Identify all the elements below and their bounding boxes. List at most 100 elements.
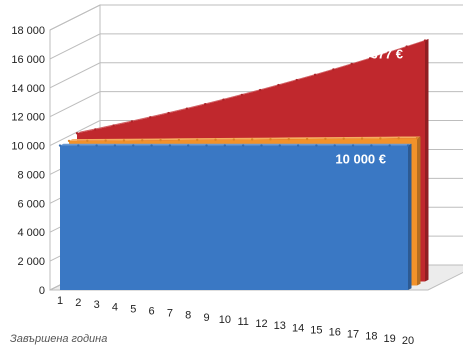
data-point <box>222 98 225 101</box>
data-point <box>122 139 126 142</box>
data-point <box>370 144 373 147</box>
series-side-face <box>425 38 429 282</box>
x-tick-label: 12 <box>255 318 267 330</box>
gridline <box>49 62 463 89</box>
y-tick-label: 12 000 <box>11 112 45 124</box>
data-point <box>240 93 244 97</box>
series-end-label: 10 000 € <box>335 152 386 167</box>
y-tick-label: 2 000 <box>17 256 45 268</box>
data-point <box>94 128 97 131</box>
x-tick-label: 20 <box>402 335 414 347</box>
data-point <box>397 137 400 140</box>
data-point <box>204 103 207 106</box>
data-point <box>258 88 262 92</box>
data-point <box>130 120 134 123</box>
data-point <box>86 139 89 142</box>
data-point <box>241 144 245 147</box>
data-point <box>305 137 309 141</box>
data-point <box>415 136 419 140</box>
y-tick-label: 6 000 <box>17 198 45 210</box>
data-point <box>260 144 263 147</box>
y-tick-label: 4 000 <box>17 227 45 239</box>
data-point <box>315 144 318 147</box>
data-point <box>187 144 190 147</box>
x-tick-label: 15 <box>310 324 322 336</box>
data-point <box>75 132 79 135</box>
data-point <box>388 144 391 147</box>
x-tick-label: 8 <box>185 310 191 322</box>
data-point <box>332 68 335 71</box>
y-tick-label: 8 000 <box>17 169 45 181</box>
x-tick-label: 13 <box>274 320 286 332</box>
data-point <box>423 39 427 42</box>
data-point <box>196 138 199 142</box>
x-tick-label: 9 <box>203 312 209 324</box>
data-point <box>295 78 298 82</box>
x-tick-label: 11 <box>237 316 248 328</box>
data-point <box>149 116 152 119</box>
x-tick-label: 2 <box>75 297 81 309</box>
series-area <box>58 143 412 290</box>
data-point <box>350 62 353 66</box>
x-tick-label: 19 <box>384 333 396 345</box>
x-tick-label: 17 <box>347 329 359 341</box>
data-point <box>232 138 236 141</box>
data-point <box>104 139 107 142</box>
x-tick-label: 1 <box>57 295 63 307</box>
gridline <box>49 4 463 31</box>
data-point <box>387 51 390 54</box>
data-point <box>296 144 300 147</box>
x-tick-label: 10 <box>219 314 231 326</box>
series-end-label: 16 677 € <box>352 47 403 62</box>
x-axis-label: Завършена година <box>10 333 107 345</box>
y-tick-label: 18 000 <box>11 25 45 37</box>
gridline <box>49 33 463 60</box>
x-tick-label: 6 <box>149 306 155 318</box>
y-tick-label: 0 <box>39 285 45 297</box>
x-tick-label: 14 <box>292 322 304 334</box>
data-point <box>205 144 208 147</box>
data-point <box>185 107 189 110</box>
y-tick-label: 14 000 <box>11 83 45 95</box>
data-point <box>313 73 317 77</box>
data-point <box>333 144 336 147</box>
series-top-face <box>69 136 421 141</box>
data-point <box>214 138 217 141</box>
data-point <box>77 144 80 147</box>
y-tick-label: 16 000 <box>11 54 45 66</box>
data-point <box>177 138 181 142</box>
data-point <box>324 137 327 141</box>
series-side-face <box>417 136 421 286</box>
data-point <box>113 144 117 147</box>
data-point <box>168 144 172 147</box>
data-point <box>159 138 162 142</box>
data-point <box>269 138 272 141</box>
data-point <box>360 137 364 140</box>
data-point <box>379 137 382 140</box>
series-top-face <box>60 143 412 146</box>
x-tick-label: 3 <box>94 299 100 311</box>
data-point <box>250 138 254 141</box>
data-point <box>405 45 408 48</box>
data-point <box>167 111 170 115</box>
data-point <box>277 83 280 87</box>
data-point <box>58 144 62 147</box>
series-front-face <box>60 145 408 290</box>
x-tick-label: 16 <box>329 327 341 339</box>
x-tick-label: 7 <box>167 308 173 320</box>
data-point <box>67 139 71 143</box>
data-point <box>287 137 290 141</box>
data-point <box>132 144 135 147</box>
x-tick-label: 5 <box>130 303 136 315</box>
data-point <box>406 144 410 147</box>
x-tick-label: 18 <box>365 331 377 343</box>
data-point <box>95 144 98 147</box>
data-point <box>112 124 115 127</box>
y-tick-label: 10 000 <box>11 141 45 153</box>
data-point <box>223 144 227 147</box>
data-point <box>141 139 144 142</box>
data-point <box>368 57 372 60</box>
data-point <box>150 144 153 147</box>
